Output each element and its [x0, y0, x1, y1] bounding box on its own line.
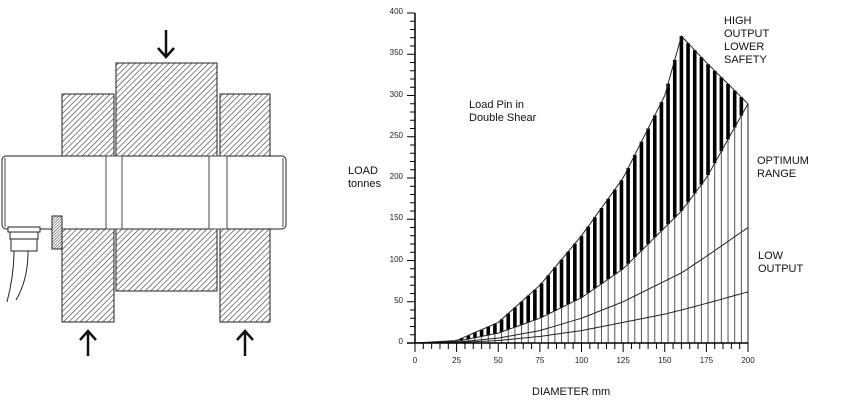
y-tick-label: 400 [389, 7, 403, 16]
x-tick-label: 100 [574, 356, 589, 365]
region-optimum-label: OPTIMUM RANGE [757, 155, 809, 180]
x-tick-label: 50 [493, 356, 503, 365]
load-pin-diagram [1, 30, 287, 356]
x-tick-label: 25 [452, 356, 462, 365]
down-arrow-icon [157, 30, 175, 59]
x-tick-label: 0 [412, 356, 418, 365]
region-low-output-label: LOW OUTPUT [758, 250, 804, 275]
x-tick-label: 175 [699, 356, 714, 365]
chart-annotation: Load Pin in Double Shear [469, 99, 537, 124]
x-tick-label: 75 [535, 356, 545, 365]
y-tick-label: 100 [389, 254, 403, 264]
region-high-output-label: HIGH OUTPUT LOWER SAFETY [724, 15, 770, 66]
y-tick-label: 300 [389, 89, 403, 99]
x-tick-label: 150 [658, 356, 672, 365]
y-tick-label: 200 [389, 172, 403, 181]
y-tick-label: 0 [398, 337, 403, 346]
x-tick-label: 125 [616, 356, 630, 365]
y-tick-label: 150 [389, 213, 403, 223]
x-tick-label: 200 [741, 356, 755, 365]
y-tick-label: 50 [394, 295, 403, 305]
y-tick-label: 250 [389, 130, 403, 140]
up-arrow-right-icon [236, 329, 254, 356]
x-axis-label: DIAMETER mm [532, 386, 611, 398]
y-tick-label: 350 [389, 48, 403, 58]
y-axis-label: LOAD tonnes [348, 165, 382, 190]
up-arrow-left-icon [79, 329, 97, 356]
